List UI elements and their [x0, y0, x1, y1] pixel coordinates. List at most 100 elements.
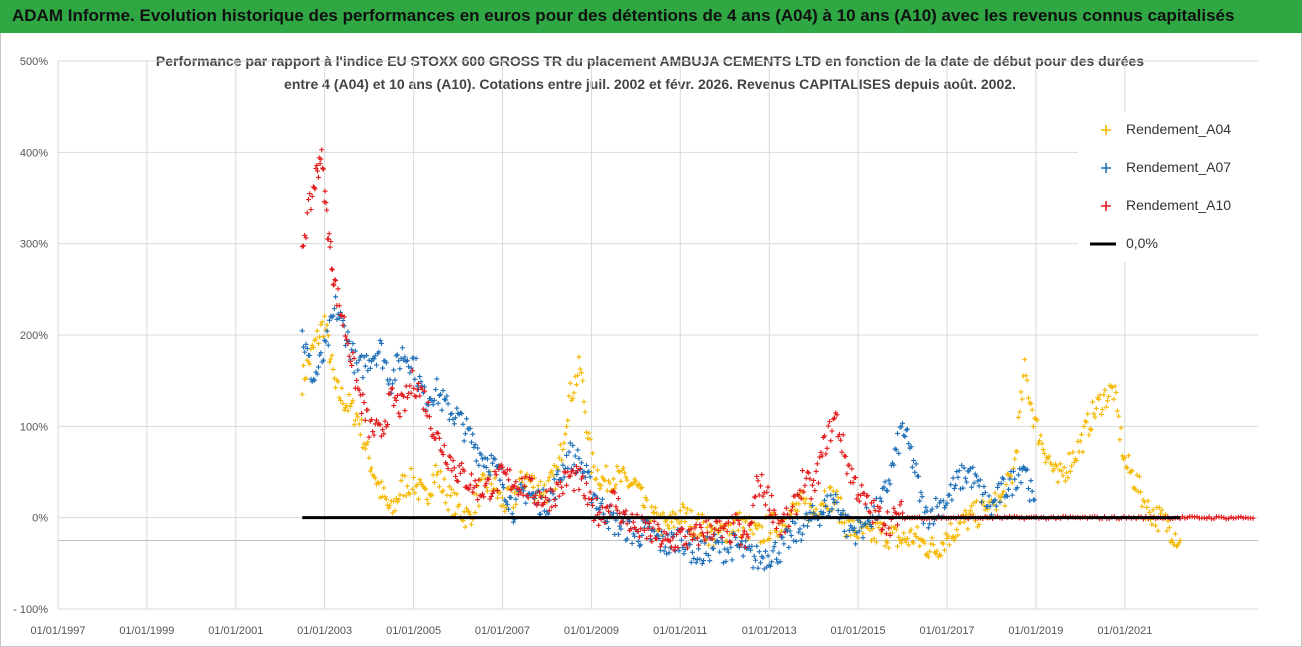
scatter-point — [982, 490, 988, 496]
scatter-point — [1233, 515, 1239, 521]
scatter-point — [404, 357, 410, 363]
scatter-point — [543, 495, 549, 501]
scatter-point — [819, 453, 825, 459]
scatter-point — [831, 415, 837, 421]
scatter-point — [844, 534, 850, 540]
scatter-point — [347, 358, 353, 364]
scatter-point — [930, 521, 936, 527]
scatter-point — [430, 432, 436, 438]
scatter-point — [577, 465, 583, 471]
scatter-point — [924, 551, 930, 557]
scatter-point — [774, 556, 780, 562]
scatter-point — [911, 457, 917, 463]
scatter-point — [453, 473, 459, 479]
scatter-point — [629, 540, 635, 546]
scatter-point — [786, 544, 792, 550]
scatter-point — [651, 510, 657, 516]
scatter-point — [942, 547, 948, 553]
scatter-point — [336, 395, 342, 401]
scatter-point — [629, 511, 635, 517]
scatter-point — [487, 472, 493, 478]
scatter-point — [735, 527, 741, 533]
scatter-point — [422, 388, 428, 394]
scatter-point — [313, 165, 319, 171]
scatter-point — [478, 452, 484, 458]
scatter-point — [402, 408, 408, 414]
scatter-point — [641, 527, 647, 533]
scatter-point — [577, 366, 583, 372]
scatter-point — [359, 417, 365, 423]
scatter-point — [1141, 499, 1147, 505]
scatter-point — [389, 385, 395, 391]
scatter-point — [1112, 383, 1118, 389]
scatter-point — [1182, 515, 1188, 521]
scatter-point — [624, 536, 630, 542]
scatter-point — [510, 519, 516, 525]
scatter-point — [497, 477, 503, 483]
scatter-point — [886, 525, 892, 531]
scatter-point — [1116, 413, 1122, 419]
scatter-point — [518, 481, 524, 487]
scatter-point — [925, 554, 931, 560]
scatter-point — [366, 434, 372, 440]
scatter-point — [1067, 468, 1073, 474]
scatter-point — [307, 191, 313, 197]
scatter-point — [732, 532, 738, 538]
scatter-point — [942, 505, 948, 511]
scatter-point — [1114, 408, 1120, 414]
scatter-point — [461, 509, 467, 515]
scatter-point — [654, 510, 660, 516]
scatter-point — [586, 469, 592, 475]
scatter-point — [445, 466, 451, 472]
scatter-point — [675, 544, 681, 550]
scatter-point — [357, 392, 363, 398]
scatter-point — [330, 313, 336, 319]
scatter-point — [435, 400, 441, 406]
scatter-point — [476, 477, 482, 483]
scatter-point — [809, 482, 815, 488]
scatter-point — [964, 479, 970, 485]
scatter-point — [571, 488, 577, 494]
scatter-point — [1117, 437, 1123, 443]
scatter-point — [593, 506, 599, 512]
scatter-point — [604, 504, 610, 510]
scatter-point — [1038, 432, 1044, 438]
scatter-point — [361, 441, 367, 447]
scatter-point — [982, 507, 988, 513]
scatter-point — [771, 544, 777, 550]
scatter-point — [554, 471, 560, 477]
scatter-point — [660, 533, 666, 539]
scatter-point — [438, 391, 444, 397]
scatter-point — [354, 360, 360, 366]
scatter-point — [1156, 504, 1162, 510]
scatter-point — [740, 532, 746, 538]
scatter-point — [535, 483, 541, 489]
scatter-point — [883, 531, 889, 537]
scatter-point — [362, 446, 368, 452]
scatter-point — [662, 536, 668, 542]
y-axis-ticks: 500% 400% 300% 200% 100% 0% - 100% — [13, 56, 48, 616]
scatter-point — [717, 518, 723, 524]
scatter-point — [828, 438, 834, 444]
scatter-point — [1149, 521, 1155, 527]
scatter-point — [957, 486, 963, 492]
scatter-point — [1064, 470, 1070, 476]
scatter-point — [876, 508, 882, 514]
scatter-point — [662, 544, 668, 550]
scatter-point — [718, 525, 724, 531]
scatter-point — [802, 500, 808, 506]
scatter-point — [981, 502, 987, 508]
scatter-point — [699, 561, 705, 567]
scatter-point — [613, 504, 619, 510]
scatter-point — [357, 432, 363, 438]
scatter-point — [440, 452, 446, 458]
scatter-point — [318, 322, 324, 328]
scatter-point — [414, 482, 420, 488]
scatter-point — [643, 519, 649, 525]
scatter-point — [890, 530, 896, 536]
scatter-point — [454, 405, 460, 411]
scatter-point — [509, 511, 515, 517]
scatter-point — [472, 510, 478, 516]
scatter-point — [453, 415, 459, 421]
scatter-point — [951, 485, 957, 491]
